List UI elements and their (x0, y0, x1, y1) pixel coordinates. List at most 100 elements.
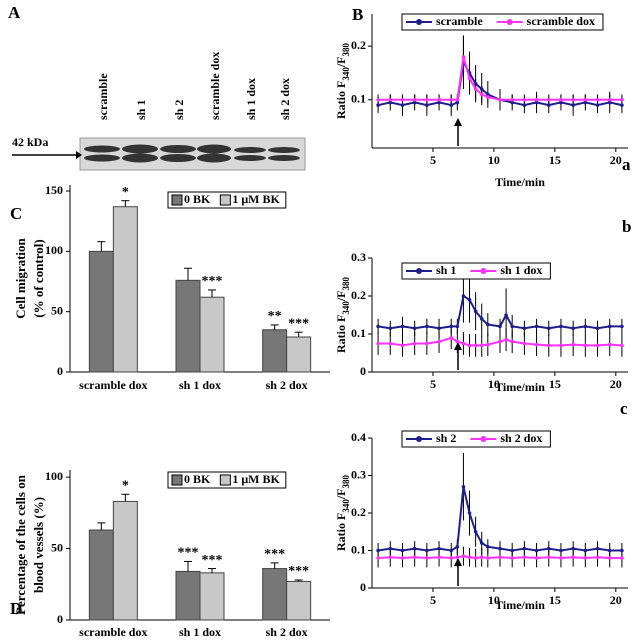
y-axis-title-part: Ratio F (334, 315, 348, 353)
series-marker (546, 103, 551, 107)
lane-label: sh 2 dox (278, 78, 292, 120)
series-marker (400, 97, 405, 102)
series-marker (534, 100, 539, 105)
series-marker (522, 97, 527, 102)
series-marker (607, 100, 612, 105)
y-axis-title-part: 380 (341, 475, 351, 489)
bar (262, 329, 288, 373)
stimulus-arrowhead (454, 118, 462, 126)
x-tick-label: 15 (549, 593, 561, 607)
x-tick-label: scramble dox (79, 378, 147, 392)
series-marker (498, 324, 502, 329)
y-tick-label: 50 (51, 540, 63, 554)
series-marker (461, 554, 466, 558)
x-axis-title: Time/min (495, 598, 545, 612)
series-marker (437, 97, 441, 102)
series-marker (479, 92, 484, 97)
series-marker (522, 555, 527, 560)
y-tick-label: 0.2 (351, 505, 366, 519)
y-axis-title-part: 340 (341, 301, 351, 315)
series-marker (376, 548, 380, 553)
legend-marker (416, 19, 422, 25)
series-marker (504, 313, 508, 317)
y-tick-label: 0.3 (351, 250, 366, 264)
y-tick-label: 100 (45, 469, 63, 483)
bar (286, 580, 312, 621)
series-marker (486, 95, 490, 99)
series-marker (510, 556, 514, 560)
x-tick-label: scramble dox (79, 625, 147, 639)
series-marker (534, 97, 539, 102)
significance-label: *** (288, 316, 309, 331)
series-marker (376, 341, 380, 346)
series-marker (412, 97, 417, 102)
series-marker (607, 97, 612, 102)
x-tick-label: 15 (549, 377, 561, 391)
legend-label: 0 BK (184, 472, 211, 486)
series-marker (510, 97, 514, 102)
series-marker (473, 343, 478, 348)
y-axis-title-part: 380 (341, 277, 351, 291)
significance-label: *** (202, 274, 223, 289)
lane-label: sh 1 dox (244, 78, 258, 120)
series-marker (559, 97, 563, 102)
series-marker (473, 556, 478, 560)
series-marker (437, 555, 441, 560)
series-marker (595, 343, 600, 348)
series-marker (467, 298, 472, 302)
y-axis-title: Ratio F340/F380 (334, 277, 351, 354)
x-tick-label: 10 (488, 593, 500, 607)
series-marker (534, 342, 539, 347)
series-marker (473, 81, 478, 86)
y-axis-title: (% of control) (31, 239, 46, 317)
series-marker (583, 548, 588, 553)
y-tick-label: 0.3 (351, 467, 366, 481)
series-marker (455, 100, 460, 105)
stimulus-arrowhead (454, 558, 462, 566)
panel-letter: D (10, 599, 22, 618)
y-axis-title-part: /F (334, 291, 348, 303)
series-marker (571, 555, 575, 560)
series-marker (559, 100, 563, 105)
marker-arrowhead (76, 151, 82, 159)
lane-label: sh 1 (134, 100, 148, 120)
y-tick-label: 50 (51, 303, 63, 317)
series-marker (479, 343, 484, 348)
series-marker (571, 97, 575, 102)
series-marker (449, 556, 454, 560)
series-marker (546, 97, 551, 102)
legend-label: sh 2 dox (500, 431, 542, 445)
legend-label: sh 1 (436, 263, 456, 277)
series-marker (486, 322, 490, 327)
series-marker (479, 541, 484, 545)
series-marker (455, 339, 460, 344)
series-marker (400, 343, 405, 348)
series-marker (486, 556, 490, 560)
series-marker (607, 556, 612, 560)
series-marker (559, 324, 563, 329)
legend-label: 1 μM BK (232, 472, 280, 486)
x-tick-label: 20 (610, 153, 622, 167)
series-marker (607, 548, 612, 553)
series-marker (400, 103, 405, 107)
y-axis-title-part: /F (334, 489, 348, 501)
series-marker (559, 548, 563, 553)
y-axis-title: Ratio F340/F380 (334, 43, 351, 120)
series-marker (583, 97, 588, 102)
series-marker (620, 97, 624, 102)
series-marker (486, 544, 490, 549)
series-marker (449, 97, 454, 102)
panel-letter: C (10, 204, 22, 223)
series-marker (400, 556, 405, 560)
series-marker (595, 555, 600, 560)
y-tick-label: 0.1 (351, 326, 366, 340)
legend-label: scramble (436, 14, 483, 28)
blot-membrane (79, 137, 306, 171)
series-marker (607, 342, 612, 347)
bar (88, 250, 114, 373)
series-marker (498, 339, 502, 344)
y-axis-title-part: 380 (341, 43, 351, 57)
x-tick-label: 10 (488, 153, 500, 167)
y-tick-label: 0.1 (351, 542, 366, 556)
